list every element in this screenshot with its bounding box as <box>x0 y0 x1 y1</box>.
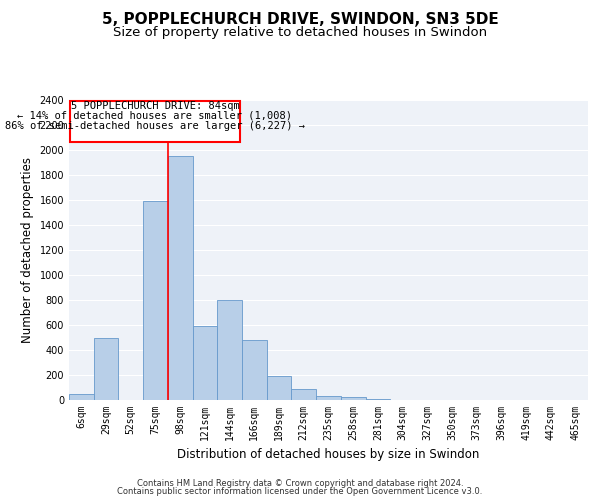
Bar <box>70 100 239 141</box>
Bar <box>94 338 118 400</box>
Bar <box>168 156 193 400</box>
Bar <box>267 376 292 400</box>
Text: Contains public sector information licensed under the Open Government Licence v3: Contains public sector information licen… <box>118 487 482 496</box>
Bar <box>316 396 341 400</box>
Bar <box>69 394 94 400</box>
Text: 5, POPPLECHURCH DRIVE, SWINDON, SN3 5DE: 5, POPPLECHURCH DRIVE, SWINDON, SN3 5DE <box>101 12 499 28</box>
Bar <box>217 300 242 400</box>
Text: Size of property relative to detached houses in Swindon: Size of property relative to detached ho… <box>113 26 487 39</box>
Bar <box>365 399 390 400</box>
Bar <box>341 397 365 400</box>
Text: ← 14% of detached houses are smaller (1,008): ← 14% of detached houses are smaller (1,… <box>17 110 292 120</box>
Text: Contains HM Land Registry data © Crown copyright and database right 2024.: Contains HM Land Registry data © Crown c… <box>137 478 463 488</box>
Text: 86% of semi-detached houses are larger (6,227) →: 86% of semi-detached houses are larger (… <box>5 120 305 130</box>
Bar <box>292 390 316 400</box>
Bar <box>242 340 267 400</box>
Bar <box>193 326 217 400</box>
Bar <box>143 201 168 400</box>
Y-axis label: Number of detached properties: Number of detached properties <box>21 157 34 343</box>
X-axis label: Distribution of detached houses by size in Swindon: Distribution of detached houses by size … <box>178 448 479 462</box>
Text: 5 POPPLECHURCH DRIVE: 84sqm: 5 POPPLECHURCH DRIVE: 84sqm <box>71 100 239 110</box>
